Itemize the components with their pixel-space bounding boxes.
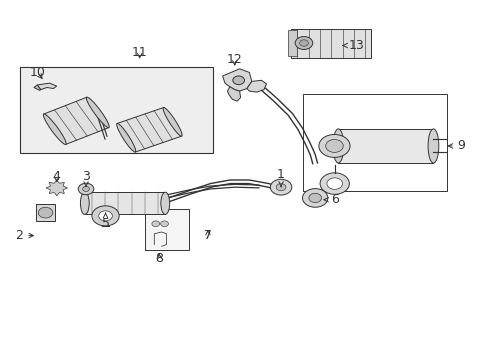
Text: 1: 1 <box>277 168 285 187</box>
Circle shape <box>295 37 312 49</box>
Text: 2: 2 <box>15 229 33 242</box>
Polygon shape <box>34 85 41 90</box>
Bar <box>303 94 446 191</box>
Circle shape <box>326 178 342 189</box>
Polygon shape <box>117 108 182 152</box>
Text: 5: 5 <box>102 213 109 230</box>
Ellipse shape <box>332 129 343 163</box>
Bar <box>36 204 55 221</box>
Text: 4: 4 <box>53 170 61 183</box>
Circle shape <box>82 186 89 192</box>
Ellipse shape <box>86 97 109 128</box>
Circle shape <box>302 189 327 207</box>
Circle shape <box>38 207 53 218</box>
Ellipse shape <box>43 114 66 144</box>
Bar <box>338 129 432 163</box>
Ellipse shape <box>80 192 89 215</box>
Ellipse shape <box>427 129 438 163</box>
Circle shape <box>92 206 119 226</box>
Circle shape <box>276 184 285 191</box>
Text: 11: 11 <box>132 46 147 59</box>
Circle shape <box>299 40 308 46</box>
Ellipse shape <box>163 108 182 136</box>
Circle shape <box>99 211 112 221</box>
Circle shape <box>152 221 159 226</box>
Bar <box>144 209 189 250</box>
Polygon shape <box>246 80 266 92</box>
Circle shape <box>160 221 168 226</box>
Bar <box>290 29 370 58</box>
Polygon shape <box>222 69 251 91</box>
Polygon shape <box>46 180 67 196</box>
Bar <box>288 31 297 56</box>
Text: 9: 9 <box>447 139 465 152</box>
Bar <box>84 192 165 215</box>
Text: 7: 7 <box>203 229 211 242</box>
Text: 13: 13 <box>342 39 364 52</box>
Circle shape <box>270 179 291 195</box>
Text: 8: 8 <box>155 252 163 265</box>
Circle shape <box>318 134 349 157</box>
Circle shape <box>308 193 321 203</box>
Polygon shape <box>37 83 57 90</box>
Polygon shape <box>43 97 108 144</box>
Polygon shape <box>227 87 240 101</box>
Text: 12: 12 <box>226 53 242 66</box>
Text: 3: 3 <box>82 170 90 186</box>
Circle shape <box>78 183 94 195</box>
Text: 10: 10 <box>29 66 45 79</box>
Ellipse shape <box>117 123 136 152</box>
Text: 6: 6 <box>323 193 338 206</box>
Circle shape <box>325 139 343 152</box>
Bar <box>20 67 212 153</box>
Ellipse shape <box>161 192 169 215</box>
Circle shape <box>232 76 244 85</box>
Circle shape <box>320 173 348 194</box>
